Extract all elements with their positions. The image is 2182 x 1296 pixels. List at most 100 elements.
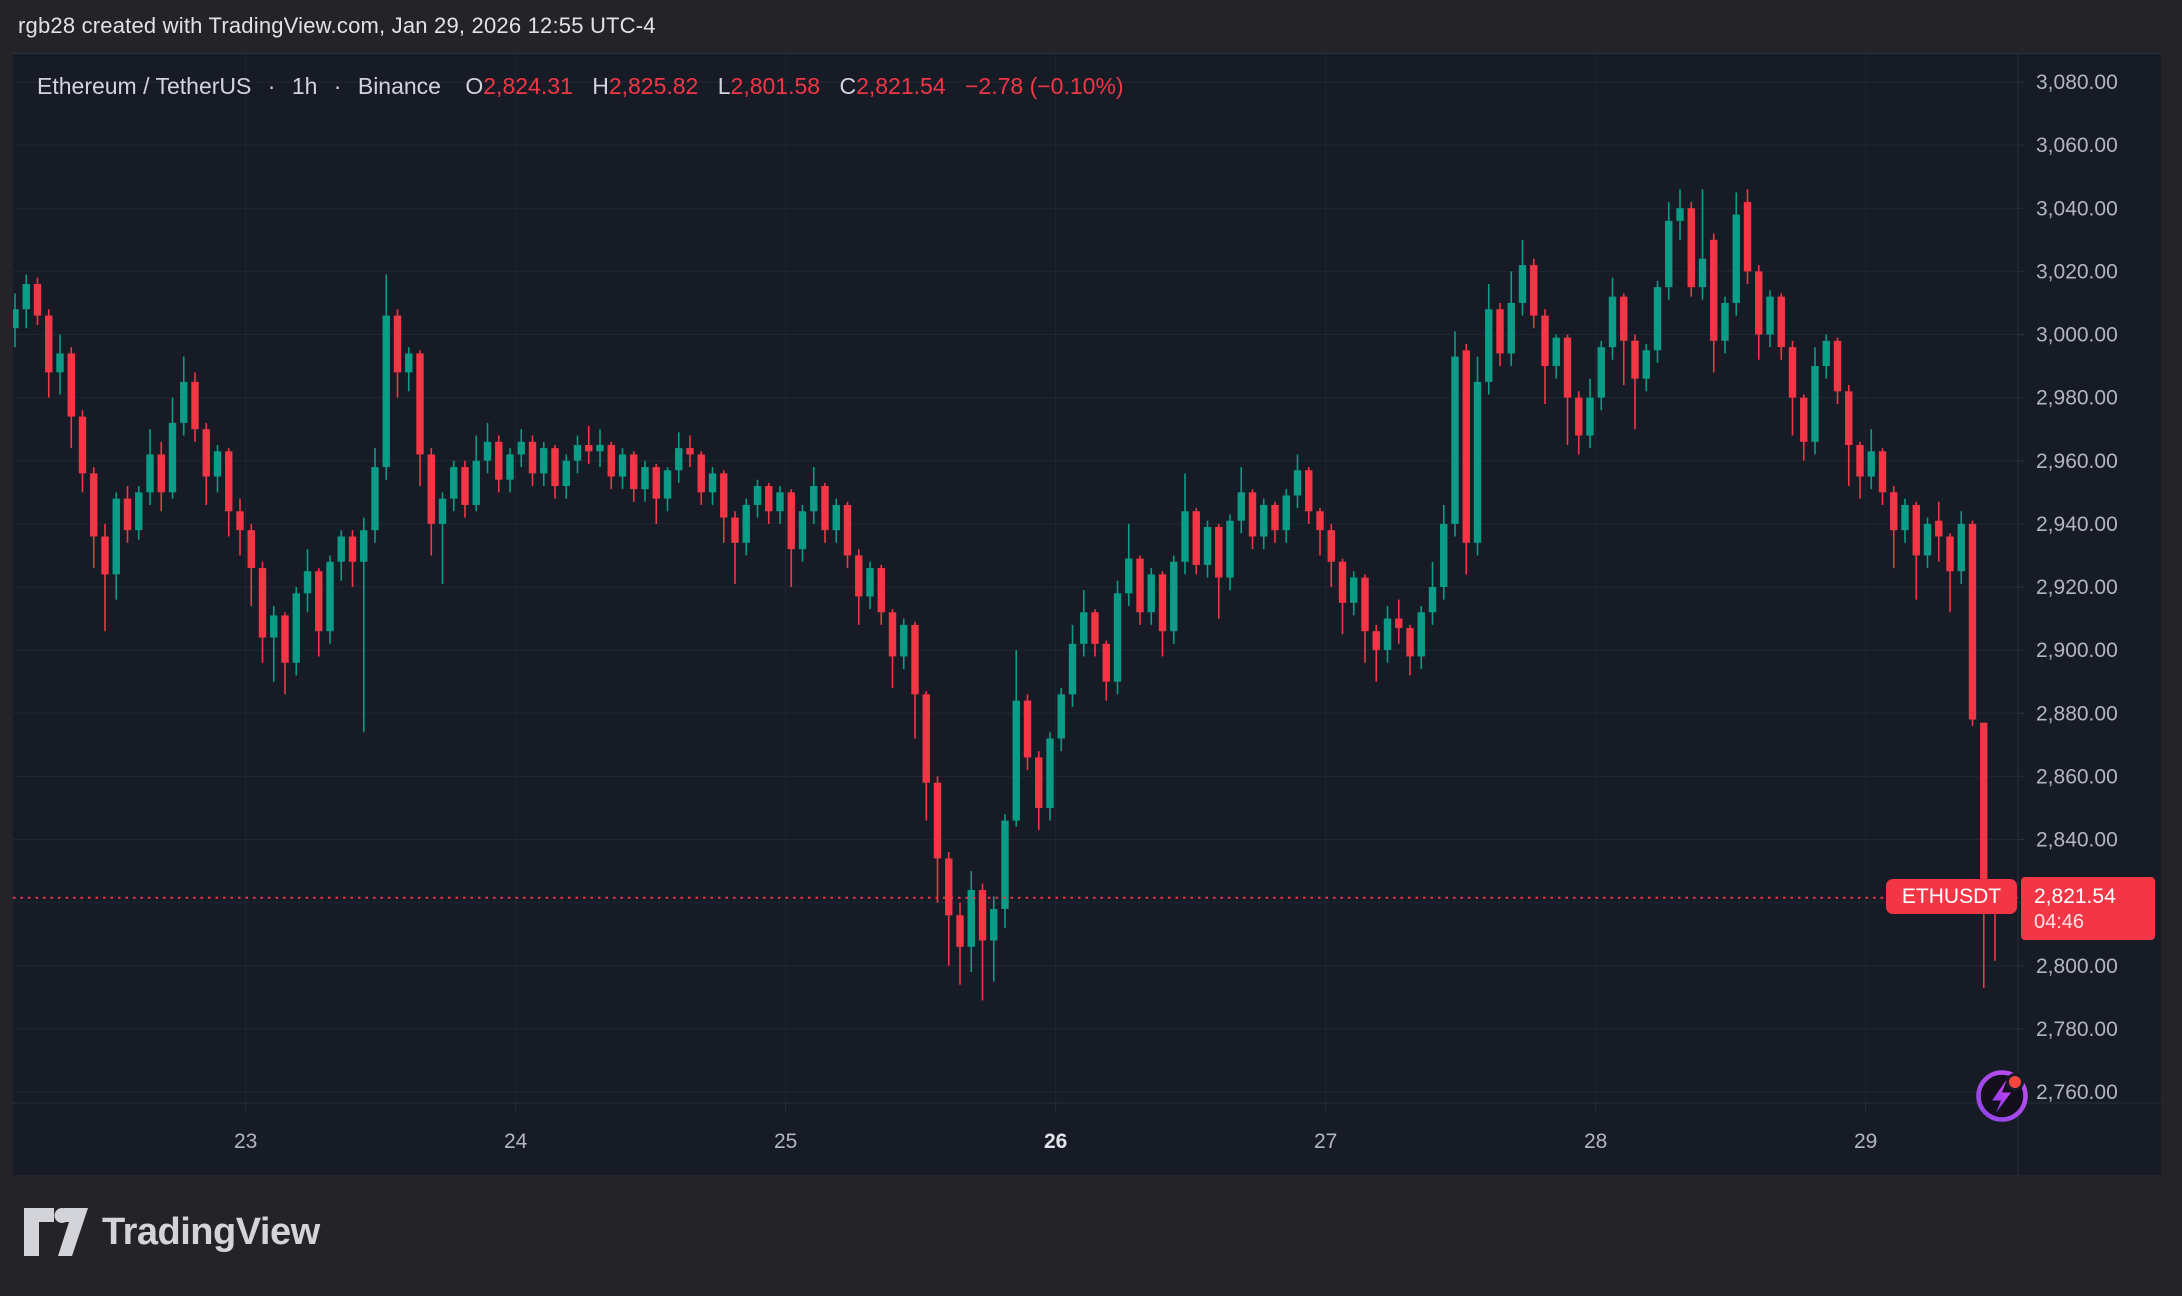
- candle-body: [1642, 350, 1650, 379]
- candle-body: [652, 467, 660, 499]
- candle-body: [1350, 577, 1358, 603]
- candle: [956, 902, 964, 985]
- candle: [1113, 580, 1122, 695]
- last-price-label[interactable]: 2,821.54 04:46: [2021, 877, 2155, 940]
- candle: [22, 274, 30, 329]
- candle: [168, 397, 177, 499]
- candle-body: [1743, 201, 1752, 272]
- candle-body: [1395, 618, 1403, 629]
- price-axis-label: 2,880.00: [2036, 702, 2118, 725]
- price-axis-label: 3,080.00: [2036, 71, 2118, 94]
- candle: [1732, 192, 1740, 316]
- candle-body: [191, 381, 199, 430]
- candle-body: [292, 593, 300, 663]
- candle: [1023, 694, 1032, 771]
- candle-body: [1788, 347, 1797, 398]
- price-axis-label: 3,060.00: [2036, 134, 2118, 157]
- candle: [1530, 258, 1538, 329]
- candle: [1901, 498, 1909, 543]
- candle-body: [1935, 520, 1943, 537]
- candle: [1226, 514, 1234, 591]
- candle: [1080, 590, 1088, 657]
- candle: [1833, 337, 1842, 404]
- candle: [1586, 378, 1594, 449]
- candle: [1338, 558, 1347, 635]
- candle: [1518, 239, 1527, 316]
- candle: [1912, 501, 1920, 600]
- candle: [123, 486, 132, 543]
- candle: [146, 429, 154, 505]
- candle: [1507, 271, 1515, 367]
- chart-plot-area[interactable]: [13, 54, 2018, 1103]
- candle: [1642, 343, 1650, 392]
- candle: [1091, 609, 1099, 657]
- candle-body: [618, 454, 627, 477]
- candle-body: [393, 315, 402, 373]
- candle-body: [933, 782, 942, 859]
- candle-body: [1912, 504, 1920, 556]
- candle: [303, 549, 312, 613]
- candle-body: [1316, 511, 1324, 531]
- candle: [1935, 501, 1943, 562]
- candle: [450, 460, 458, 512]
- candle: [900, 618, 908, 670]
- candle-body: [67, 353, 75, 417]
- candle-body: [1980, 722, 1988, 890]
- candlestick-chart[interactable]: 232425262728293,080.003,060.003,040.003,…: [13, 54, 2161, 1175]
- candle-body: [303, 571, 312, 594]
- candle-body: [1372, 631, 1380, 651]
- candle-body: [270, 615, 278, 638]
- candle-body: [1001, 820, 1009, 909]
- candle-body: [697, 454, 705, 493]
- candle: [1608, 277, 1617, 360]
- candle: [1046, 732, 1054, 821]
- time-scale[interactable]: [13, 1103, 2018, 1175]
- candle: [573, 435, 582, 474]
- candle-body: [810, 486, 818, 512]
- symbol-price-badge[interactable]: ETHUSDT: [1886, 879, 2017, 914]
- candle: [1485, 284, 1493, 395]
- candle: [1170, 555, 1178, 644]
- candle: [540, 441, 548, 486]
- candle-body: [663, 470, 672, 499]
- symbol-ohlc-header: Ethereum / TetherUS · 1h · Binance O2,82…: [37, 73, 1124, 100]
- candle: [990, 896, 998, 982]
- candle: [1777, 293, 1785, 360]
- lightning-icon[interactable]: [1971, 1064, 2033, 1126]
- candle: [1248, 489, 1257, 550]
- candle-body: [371, 467, 379, 531]
- candle: [877, 564, 885, 625]
- separator-dot: ·: [267, 73, 276, 99]
- candle: [191, 372, 199, 442]
- candle-body: [22, 284, 30, 310]
- candle: [225, 448, 233, 537]
- candle-body: [888, 612, 897, 657]
- change-value: −2.78 (−0.10%): [965, 73, 1124, 99]
- candle-body: [461, 467, 469, 505]
- price-scale[interactable]: [2018, 54, 2161, 1175]
- candle-body: [776, 492, 784, 512]
- candle: [1293, 454, 1302, 509]
- candle: [720, 470, 728, 543]
- candle: [405, 347, 413, 392]
- candle: [1440, 504, 1448, 600]
- candle-body: [1361, 577, 1369, 632]
- candle-body: [753, 486, 762, 505]
- candle-body: [1833, 340, 1842, 392]
- candle: [1957, 511, 1965, 584]
- candle: [810, 467, 818, 524]
- candle-body: [1136, 558, 1144, 613]
- candle: [1563, 334, 1572, 445]
- candle-body: [281, 615, 289, 663]
- tradingview-logo[interactable]: TradingView: [24, 1208, 320, 1256]
- candle: [1822, 334, 1830, 379]
- candle: [843, 501, 852, 569]
- candle: [1597, 340, 1605, 411]
- candle-body: [1777, 296, 1785, 348]
- candle-body: [1732, 214, 1740, 303]
- candle: [1383, 605, 1392, 663]
- candle-body: [78, 416, 87, 474]
- candle-body: [900, 624, 908, 657]
- candle: [1800, 394, 1808, 461]
- candle: [1125, 523, 1133, 606]
